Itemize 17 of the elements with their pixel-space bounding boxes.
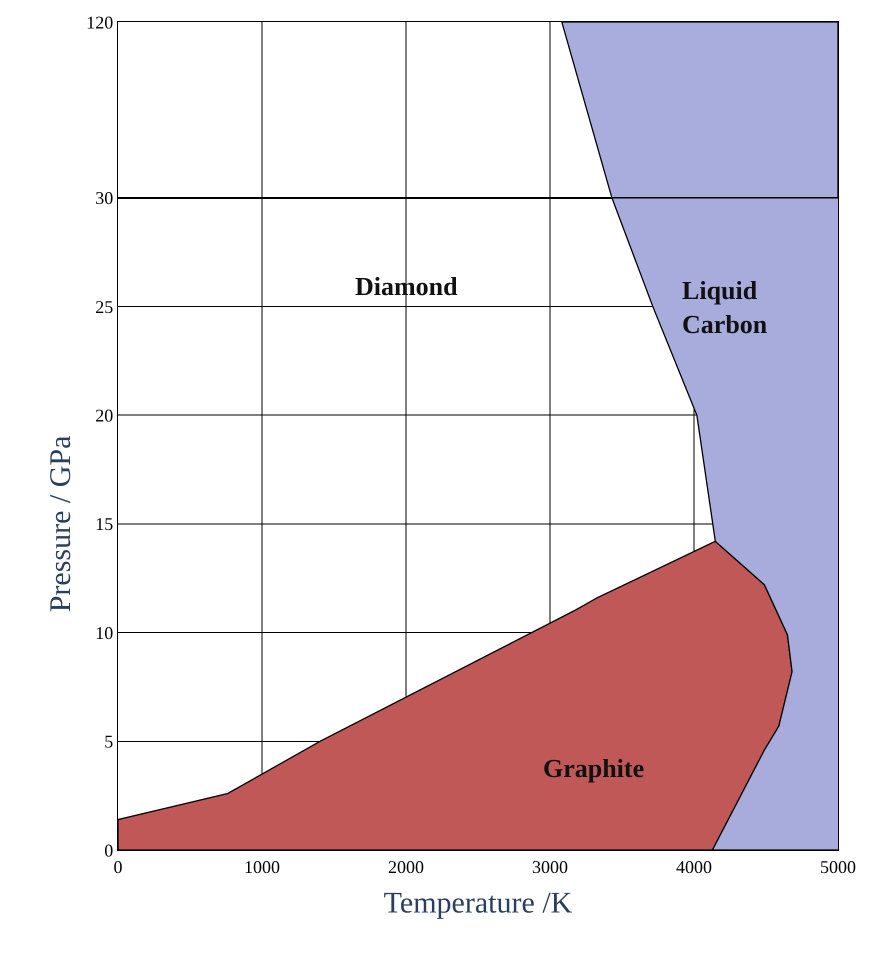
y-tick-label: 15	[95, 514, 114, 534]
y-tick-label: 20	[95, 406, 114, 426]
y-tick-label: 120	[86, 12, 114, 32]
y-tick-label: 10	[95, 622, 114, 643]
y-tick-label: 30	[95, 188, 114, 208]
y-tick-label: 25	[95, 296, 114, 317]
x-tick-label: 5000	[820, 856, 856, 877]
x-tick-label: 1000	[244, 856, 280, 877]
annotation: Graphite	[543, 754, 644, 783]
y-tick-label: 0	[104, 840, 114, 860]
annotation: Liquid Carbon	[682, 276, 768, 339]
x-tick-label: 2000	[388, 856, 424, 877]
x-tick-label: 4000	[676, 856, 712, 877]
y-tick-label: 5	[104, 732, 114, 752]
x-axis-title: Temperature /K	[384, 886, 573, 920]
y-axis-title: Pressure / GPa	[44, 436, 78, 612]
x-tick-label: 3000	[532, 856, 568, 877]
